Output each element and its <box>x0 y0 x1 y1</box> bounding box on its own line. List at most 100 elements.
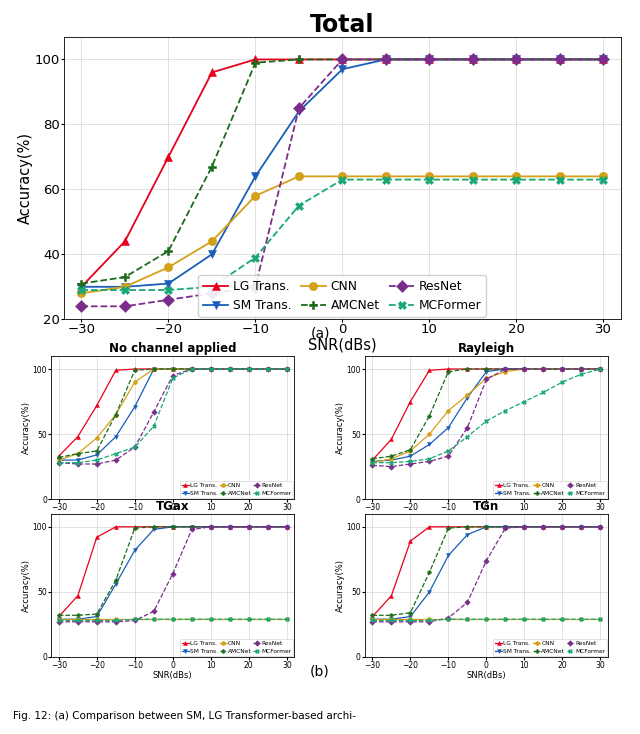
LG Trans. <box>502 365 509 374</box>
CNN <box>577 365 585 374</box>
ResNet <box>483 375 490 384</box>
CNN <box>513 172 520 181</box>
ResNet <box>150 607 157 616</box>
SM Trans. <box>577 365 585 374</box>
SM Trans. <box>93 451 100 459</box>
ResNet <box>283 365 291 374</box>
LG Trans. <box>520 523 528 531</box>
SM Trans. <box>131 546 139 555</box>
LG Trans. <box>382 55 390 64</box>
LG Trans. <box>112 523 120 531</box>
CNN <box>600 172 607 181</box>
LG Trans. <box>131 523 139 531</box>
CNN <box>339 172 346 181</box>
LG Trans. <box>426 55 433 64</box>
LG Trans. <box>469 55 477 64</box>
SM Trans. <box>121 283 129 291</box>
MCFormer <box>74 616 82 625</box>
SM Trans. <box>388 615 396 624</box>
LG Trans. <box>226 523 234 531</box>
AMCNet <box>469 55 477 64</box>
MCFormer <box>600 175 607 184</box>
Legend: LG Trans., SM Trans., CNN, AMCNet, ResNet, MCFormer: LG Trans., SM Trans., CNN, AMCNet, ResNe… <box>493 482 607 498</box>
SM Trans. <box>74 615 82 624</box>
CNN <box>188 615 196 624</box>
MCFormer <box>245 615 253 624</box>
AMCNet <box>426 568 433 577</box>
CNN <box>55 456 63 465</box>
ResNet <box>556 55 564 64</box>
AMCNet <box>369 611 376 619</box>
MCFormer <box>577 370 585 379</box>
LG Trans. <box>463 523 471 531</box>
LG Trans. <box>540 365 547 374</box>
MCFormer <box>283 365 291 374</box>
AMCNet <box>600 55 607 64</box>
Line: AMCNet: AMCNet <box>77 55 607 288</box>
AMCNet <box>388 452 396 461</box>
LG Trans. <box>283 365 291 374</box>
CNN <box>112 615 120 624</box>
Line: MCFormer: MCFormer <box>77 175 607 294</box>
SM Trans. <box>406 452 414 461</box>
ResNet <box>463 598 471 607</box>
SM Trans. <box>112 580 120 589</box>
Line: SM Trans.: SM Trans. <box>371 525 602 621</box>
MCFormer <box>226 365 234 374</box>
SM Trans. <box>540 523 547 531</box>
CNN <box>369 458 376 467</box>
SM Trans. <box>208 250 216 258</box>
MCFormer <box>264 615 271 624</box>
LG Trans. <box>295 55 303 64</box>
MCFormer <box>93 616 100 625</box>
LG Trans. <box>369 456 376 465</box>
MCFormer <box>577 615 585 624</box>
LG Trans. <box>445 365 452 374</box>
LG Trans. <box>226 365 234 374</box>
CNN <box>520 365 528 374</box>
SM Trans. <box>207 523 214 531</box>
Title: Rayleigh: Rayleigh <box>458 342 515 355</box>
ResNet <box>559 365 566 374</box>
Y-axis label: Accuracy(%): Accuracy(%) <box>336 559 345 612</box>
MCFormer <box>382 175 390 184</box>
SM Trans. <box>245 365 253 374</box>
MCFormer <box>388 616 396 625</box>
LG Trans. <box>74 592 82 600</box>
LG Trans. <box>93 401 100 410</box>
MCFormer <box>207 615 214 624</box>
ResNet <box>93 617 100 626</box>
ResNet <box>426 55 433 64</box>
MCFormer <box>245 365 253 374</box>
SM Trans. <box>426 587 433 596</box>
ResNet <box>121 302 129 310</box>
LG Trans. <box>483 365 490 374</box>
Line: AMCNet: AMCNet <box>57 525 289 617</box>
ResNet <box>226 523 234 531</box>
AMCNet <box>463 365 471 374</box>
AMCNet <box>406 608 414 617</box>
SM Trans. <box>520 523 528 531</box>
AMCNet <box>252 58 259 67</box>
LG Trans. <box>169 365 177 374</box>
CNN <box>188 365 196 374</box>
MCFormer <box>426 454 433 463</box>
MCFormer <box>406 616 414 625</box>
SM Trans. <box>463 393 471 402</box>
LG Trans. <box>600 55 607 64</box>
MCFormer <box>388 458 396 467</box>
SM Trans. <box>502 523 509 531</box>
Line: AMCNet: AMCNet <box>371 367 602 461</box>
LG Trans. <box>55 452 63 461</box>
ResNet <box>520 365 528 374</box>
SM Trans. <box>283 365 291 374</box>
SM Trans. <box>252 172 259 181</box>
CNN <box>264 615 271 624</box>
Line: LG Trans.: LG Trans. <box>77 55 607 291</box>
AMCNet <box>112 410 120 419</box>
SM Trans. <box>559 365 566 374</box>
AMCNet <box>207 523 214 531</box>
Line: ResNet: ResNet <box>57 525 289 624</box>
MCFormer <box>77 286 85 294</box>
SM Trans. <box>596 365 604 374</box>
